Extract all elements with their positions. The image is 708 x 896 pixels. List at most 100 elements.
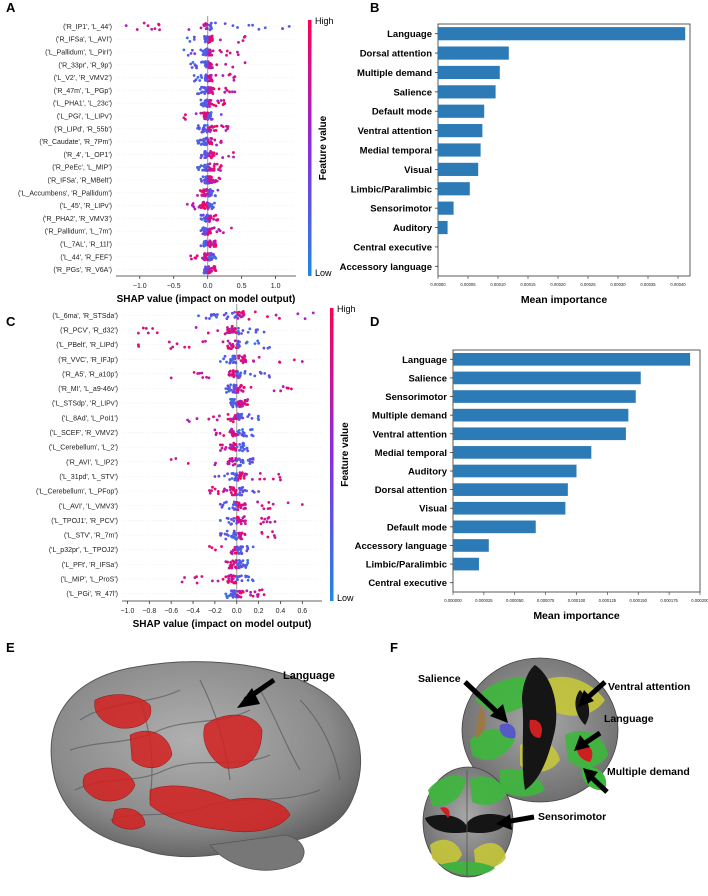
shap-point bbox=[263, 26, 267, 30]
shap-point bbox=[209, 62, 212, 66]
shap-point bbox=[258, 471, 262, 475]
shap-point bbox=[207, 75, 211, 79]
shap-point bbox=[237, 40, 240, 44]
shap-point bbox=[241, 449, 244, 453]
shap-point bbox=[204, 141, 208, 145]
shap-point bbox=[196, 166, 199, 170]
arrowhead-e-icon bbox=[237, 688, 260, 708]
shap-point bbox=[236, 493, 239, 496]
shap-point bbox=[203, 178, 207, 182]
shap-point bbox=[226, 384, 230, 388]
x-tick-label: 0.00015 bbox=[520, 282, 536, 287]
shap-point bbox=[217, 414, 221, 418]
shap-point bbox=[217, 474, 221, 478]
feature-label: ('L_AVI', 'L_VMV3') bbox=[59, 503, 118, 510]
shap-point bbox=[217, 228, 221, 231]
shap-point bbox=[230, 589, 233, 593]
shap-point bbox=[206, 111, 210, 115]
importance-bar bbox=[438, 104, 485, 118]
shap-point bbox=[209, 253, 213, 257]
shap-point bbox=[192, 38, 196, 41]
shap-point bbox=[215, 152, 219, 156]
shap-point bbox=[246, 547, 250, 551]
importance-bar bbox=[453, 501, 566, 515]
shap-point bbox=[251, 489, 255, 493]
shap-point bbox=[242, 386, 246, 389]
shap-point bbox=[202, 112, 206, 116]
x-tick-label: 0.00030 bbox=[610, 282, 626, 287]
shap-point bbox=[230, 326, 234, 330]
shap-point bbox=[236, 329, 240, 333]
shap-point bbox=[185, 36, 189, 40]
shap-point bbox=[206, 117, 210, 121]
shap-point bbox=[258, 588, 261, 592]
shap-point bbox=[202, 104, 205, 108]
shap-point bbox=[144, 326, 148, 330]
shap-point bbox=[157, 23, 161, 27]
shap-point bbox=[249, 385, 253, 389]
shap-point bbox=[267, 516, 271, 519]
shap-point bbox=[203, 35, 206, 38]
shap-point bbox=[192, 74, 196, 77]
shap-point bbox=[233, 462, 237, 466]
shap-point bbox=[243, 398, 247, 402]
shap-point bbox=[232, 447, 236, 451]
category-label: Dorsal attention bbox=[375, 485, 448, 496]
arrowhead-f-ventral-icon bbox=[578, 690, 594, 707]
shap-point bbox=[214, 129, 218, 132]
importance-bar bbox=[453, 371, 641, 385]
colorbar-title: Feature value bbox=[318, 115, 329, 180]
shap-point bbox=[238, 448, 242, 452]
shap-point bbox=[192, 35, 196, 39]
shap-point bbox=[217, 87, 221, 91]
importance-chart-b: Language Dorsal attention Multiple demand S… bbox=[340, 23, 691, 306]
shap-point bbox=[207, 40, 211, 44]
x-tick-label: 0.00025 bbox=[580, 282, 596, 287]
shap-point bbox=[242, 507, 246, 511]
x-tick-label: 0.0 bbox=[232, 608, 242, 615]
shap-point bbox=[243, 355, 247, 359]
shap-point bbox=[199, 244, 203, 248]
shap-point bbox=[196, 193, 199, 197]
shap-point bbox=[241, 461, 245, 465]
shap-point bbox=[190, 257, 193, 261]
shap-point bbox=[231, 65, 235, 69]
shap-point bbox=[257, 341, 261, 345]
shap-point bbox=[200, 60, 203, 64]
shap-point bbox=[253, 590, 257, 594]
feature-label: ('L_TPOJ1', 'R_PCV') bbox=[51, 518, 118, 525]
shap-point bbox=[250, 457, 254, 461]
shap-point bbox=[239, 402, 242, 406]
x-tick-label: 1.0 bbox=[271, 283, 281, 290]
shap-point bbox=[278, 360, 281, 364]
shap-point bbox=[200, 256, 204, 260]
shap-point bbox=[225, 53, 228, 57]
shap-point bbox=[208, 162, 212, 166]
shap-point bbox=[209, 24, 212, 28]
shap-point bbox=[180, 580, 184, 584]
shap-point bbox=[219, 533, 223, 537]
shap-point bbox=[243, 61, 247, 65]
shap-point bbox=[239, 488, 243, 492]
category-label: Ventral attention bbox=[373, 429, 448, 440]
x-tick-label: 0.000125 bbox=[599, 598, 617, 603]
shap-point bbox=[227, 520, 231, 524]
feature-label: ('L_Cerebellum', 'L_PFop') bbox=[36, 489, 118, 496]
shap-point bbox=[218, 519, 222, 522]
shap-point bbox=[233, 310, 237, 314]
panel-letter-c: C bbox=[6, 314, 16, 329]
shap-point bbox=[238, 354, 241, 358]
shap-point bbox=[206, 269, 210, 273]
shap-point bbox=[213, 125, 217, 128]
category-label: Central executive bbox=[368, 578, 447, 589]
shap-point bbox=[253, 374, 257, 378]
shap-point bbox=[239, 371, 243, 375]
importance-bar bbox=[453, 557, 479, 571]
shap-point bbox=[232, 581, 236, 585]
shap-point bbox=[199, 48, 203, 52]
panel-letter-a: A bbox=[6, 0, 16, 15]
x-tick-label: −1.0 bbox=[121, 608, 135, 615]
shap-point bbox=[209, 231, 212, 235]
category-label: Salience bbox=[408, 373, 447, 384]
shap-point bbox=[266, 315, 269, 319]
